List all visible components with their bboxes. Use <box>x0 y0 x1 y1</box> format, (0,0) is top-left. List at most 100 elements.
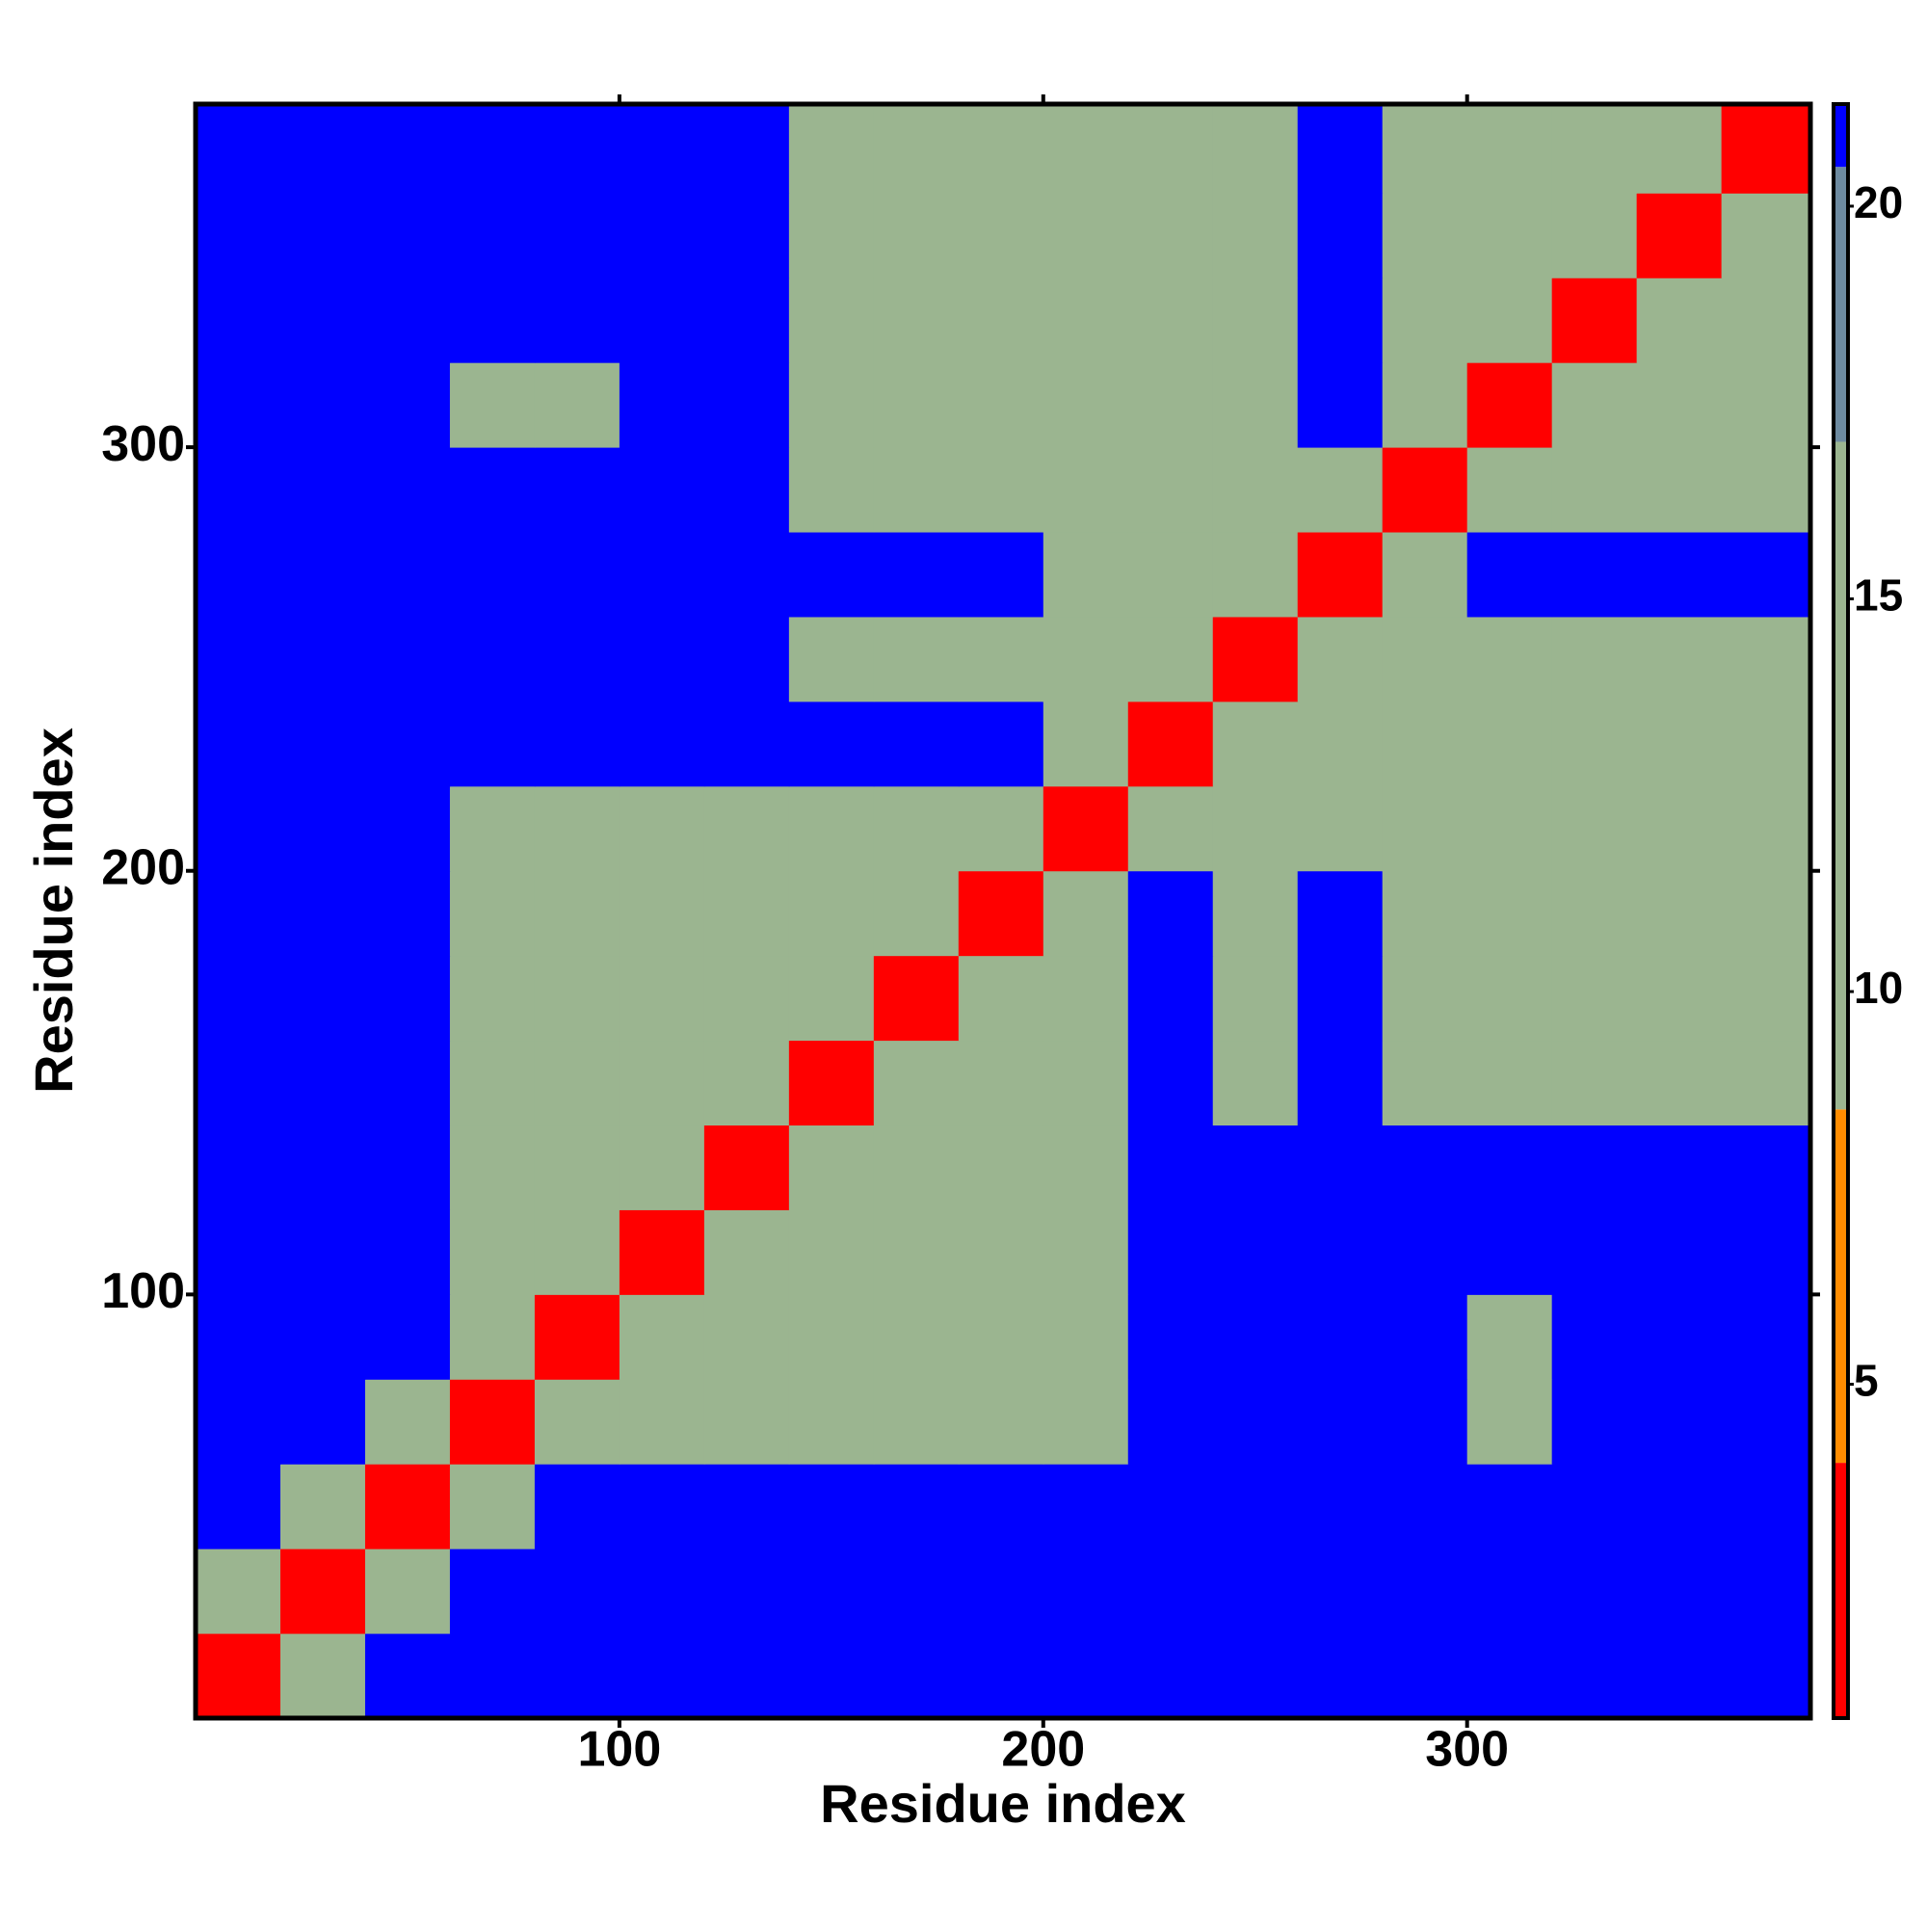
heatmap-cell <box>619 362 705 448</box>
heatmap-cell <box>364 785 451 872</box>
heatmap-cell <box>1382 447 1468 533</box>
heatmap-cell <box>703 1125 790 1210</box>
heatmap-cell <box>1127 616 1214 702</box>
heatmap-cell <box>1212 870 1299 957</box>
heatmap-cell <box>619 104 705 194</box>
heatmap-cell <box>196 955 281 1042</box>
heatmap-cell <box>364 1294 451 1380</box>
heatmap-cell <box>1127 870 1214 957</box>
heatmap-cell <box>619 785 705 872</box>
heatmap-cell <box>703 193 790 278</box>
heatmap-cell <box>958 104 1044 194</box>
heatmap-cell <box>1043 193 1129 278</box>
heatmap-cell <box>873 362 960 448</box>
heatmap-cell <box>873 1464 960 1549</box>
heatmap-cell <box>279 1379 366 1465</box>
heatmap-cell <box>279 955 366 1042</box>
heatmap-cell <box>1382 955 1468 1042</box>
heatmap-cell <box>1127 1040 1214 1126</box>
heatmap-cell <box>534 193 620 278</box>
heatmap-cell <box>1466 1125 1553 1210</box>
heatmap-cell <box>1382 1209 1468 1295</box>
heatmap-cell <box>449 1464 536 1549</box>
heatmap-cell <box>788 1125 875 1210</box>
heatmap-cell <box>1721 1633 1811 1719</box>
heatmap-cell <box>619 1633 705 1719</box>
heatmap-cell <box>703 278 790 363</box>
heatmap-cell <box>1043 278 1129 363</box>
heatmap-cell <box>279 104 366 194</box>
heatmap-cell <box>873 278 960 363</box>
heatmap-cell <box>196 1294 281 1380</box>
heatmap-cell <box>788 1633 875 1719</box>
heatmap-cell <box>1466 701 1553 787</box>
heatmap-cell <box>1212 1209 1299 1295</box>
heatmap-cell <box>1297 193 1384 278</box>
heatmap-cell <box>534 870 620 957</box>
heatmap-cell <box>534 1464 620 1549</box>
heatmap-cell <box>1466 104 1553 194</box>
heatmap-cell <box>1043 362 1129 448</box>
heatmap-cell <box>788 701 875 787</box>
heatmap-cell <box>1127 1125 1214 1210</box>
heatmap-cell <box>364 362 451 448</box>
heatmap-cell <box>873 616 960 702</box>
heatmap-cell <box>788 1548 875 1634</box>
heatmap-cell <box>1297 785 1384 872</box>
heatmap-cell <box>873 785 960 872</box>
heatmap-cell <box>196 1633 281 1719</box>
heatmap-cell <box>1212 1040 1299 1126</box>
heatmap-cell <box>1212 278 1299 363</box>
heatmap-cell <box>1466 955 1553 1042</box>
heatmap-cell <box>703 785 790 872</box>
heatmap-cell <box>196 1464 281 1549</box>
heatmap-cell <box>1382 362 1468 448</box>
heatmap-cell <box>1212 362 1299 448</box>
heatmap-cell <box>788 785 875 872</box>
colorbar-segment <box>1834 167 1848 442</box>
heatmap-cell <box>1212 1294 1299 1380</box>
heatmap-cell <box>958 1209 1044 1295</box>
heatmap-cell <box>279 1464 366 1549</box>
heatmap-cell <box>619 870 705 957</box>
heatmap-cell <box>1721 1379 1811 1465</box>
heatmap-cell <box>364 532 451 618</box>
heatmap-cell <box>1636 870 1723 957</box>
y-tick-label: 100 <box>101 1263 185 1319</box>
heatmap-cell <box>1043 1294 1129 1380</box>
heatmap-cell <box>1212 1464 1299 1549</box>
heatmap-cell <box>873 1548 960 1634</box>
heatmap-cell <box>1212 616 1299 702</box>
heatmap-cell <box>958 278 1044 363</box>
heatmap-cell <box>958 1633 1044 1719</box>
heatmap-cell <box>1382 1294 1468 1380</box>
heatmap-cell <box>1636 1379 1723 1465</box>
heatmap-cell <box>1297 1548 1384 1634</box>
colorbar-segment <box>1834 441 1848 1110</box>
heatmap-cell <box>279 1125 366 1210</box>
heatmap-cell <box>703 362 790 448</box>
heatmap-cell <box>1721 362 1811 448</box>
heatmap-cell <box>1043 1379 1129 1465</box>
heatmap-cell <box>788 447 875 533</box>
heatmap-cell <box>873 1209 960 1295</box>
heatmap-cell <box>703 616 790 702</box>
heatmap-cell <box>1551 447 1638 533</box>
y-axis-title: Residue index <box>23 728 84 1094</box>
heatmap-cell <box>534 955 620 1042</box>
heatmap-cell <box>196 193 281 278</box>
heatmap-cell <box>279 447 366 533</box>
heatmap-cell <box>364 1125 451 1210</box>
heatmap-cell <box>1466 532 1553 618</box>
heatmap-cell <box>1721 1294 1811 1380</box>
heatmap-cell <box>534 1209 620 1295</box>
heatmap-cell <box>1212 1379 1299 1465</box>
heatmap-cell <box>619 1294 705 1380</box>
heatmap-cell <box>534 616 620 702</box>
heatmap-cell <box>449 193 536 278</box>
heatmap-cell <box>1636 1464 1723 1549</box>
heatmap-cell <box>1382 278 1468 363</box>
heatmap-cell <box>1721 616 1811 702</box>
heatmap-cell <box>1043 785 1129 872</box>
